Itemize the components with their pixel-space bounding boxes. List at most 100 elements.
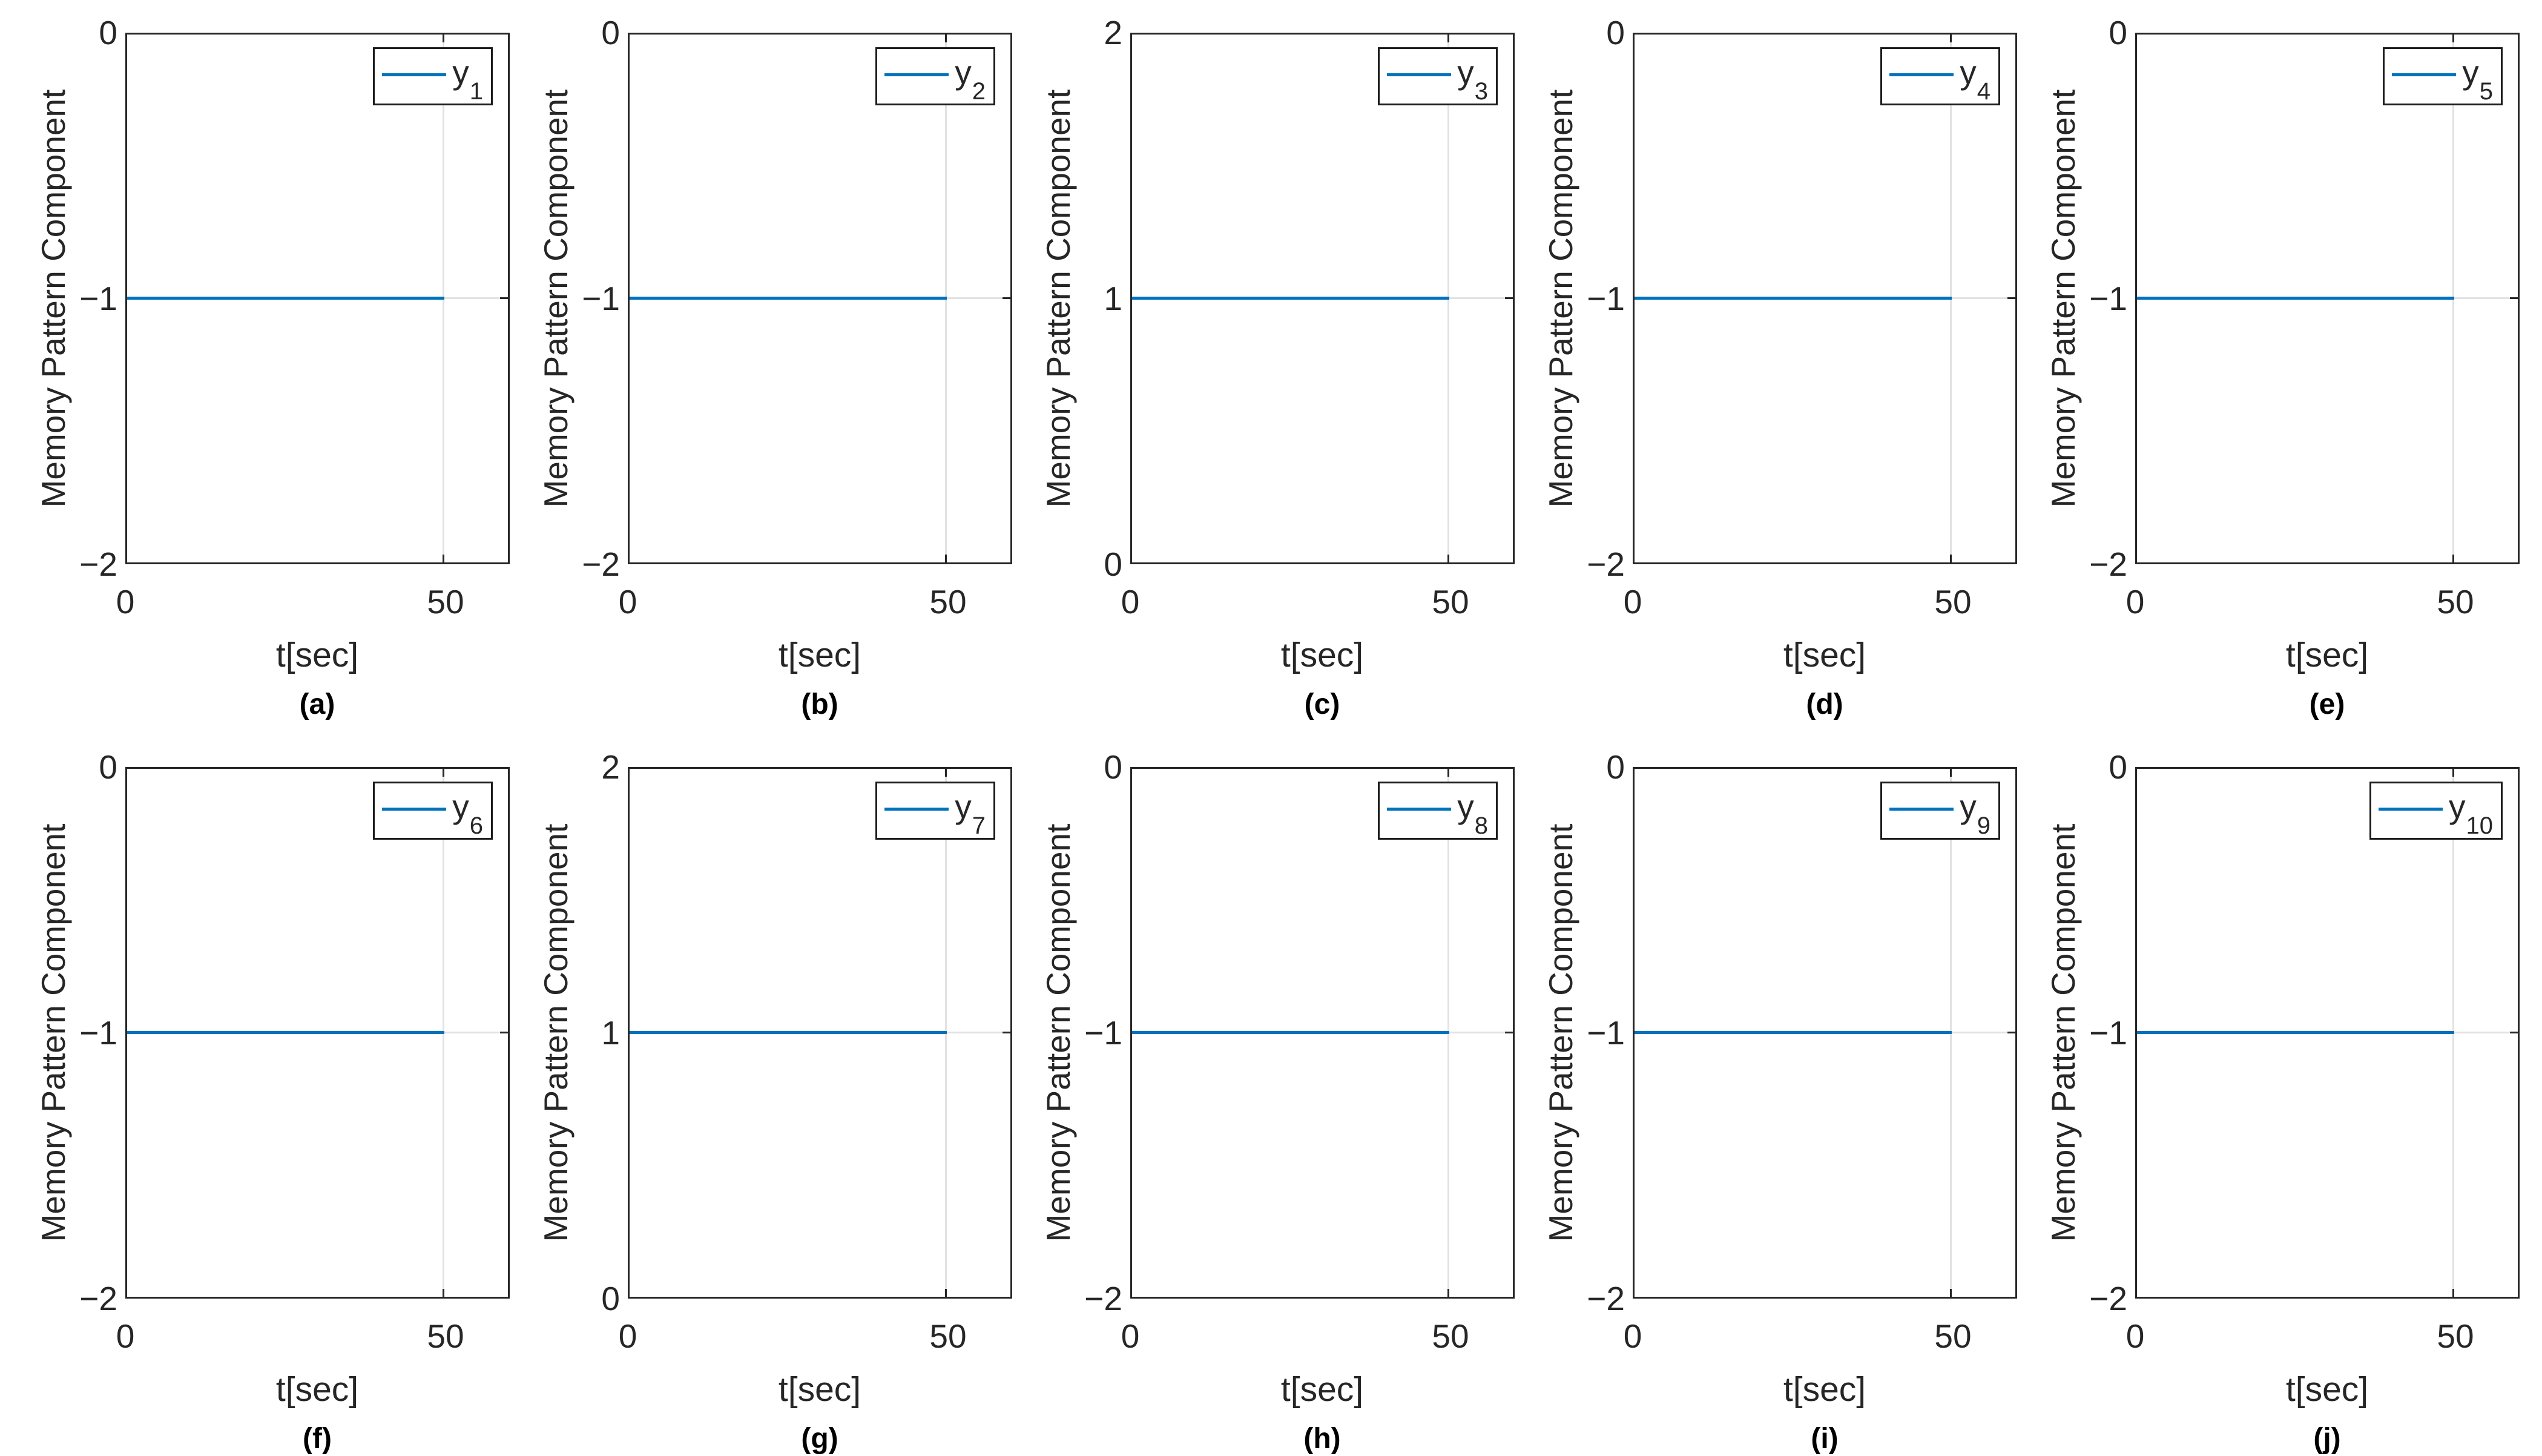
axis-tick-right — [500, 297, 508, 299]
legend-line-sample — [1387, 807, 1452, 811]
legend: y7 — [875, 782, 995, 840]
data-line — [1635, 1031, 1952, 1034]
y-tick-label: −1 — [2089, 1014, 2127, 1052]
legend-series-name: y — [955, 53, 972, 91]
y-tick-label: 0 — [601, 14, 620, 51]
x-tick-label: 50 — [2437, 1317, 2474, 1355]
plot-area: y10 — [2135, 767, 2520, 1299]
legend-line-sample — [2392, 73, 2457, 76]
x-tick-label: 50 — [2437, 583, 2474, 621]
y-tick-label: 0 — [1104, 748, 1122, 786]
legend: y2 — [875, 47, 995, 105]
axis-tick-bottom — [1950, 555, 1952, 562]
axis-tick-top — [443, 35, 444, 42]
y-tick-label: −2 — [582, 545, 620, 583]
axis-tick-right — [2007, 1032, 2015, 1033]
axis-tick-right — [1003, 297, 1010, 299]
subplot: Memory Pattern Component 0 −1 −2 y1 0 50… — [0, 0, 515, 720]
legend-line-sample — [884, 73, 949, 76]
legend: y8 — [1378, 782, 1498, 840]
data-line — [2137, 297, 2454, 300]
y-tick-label: −2 — [2089, 1280, 2127, 1317]
y-tick-label: 0 — [99, 14, 117, 51]
legend: y9 — [1880, 782, 2000, 840]
plot-area: y5 — [2135, 33, 2520, 564]
legend-series-name: y — [1457, 53, 1474, 91]
legend-label: y4 — [1960, 54, 1990, 104]
subplot-caption: (c) — [1304, 688, 1340, 720]
legend-label: y1 — [452, 54, 483, 104]
legend-series-subscript: 7 — [972, 812, 986, 839]
subplot-caption: (e) — [2309, 688, 2345, 720]
x-axis-label: t[sec] — [275, 636, 359, 674]
x-tick-label: 0 — [116, 1317, 135, 1355]
legend: y1 — [373, 47, 493, 105]
legend-line-sample — [1387, 73, 1452, 76]
y-tick-label: 1 — [601, 1014, 620, 1052]
subplot: Memory Pattern Component 2 1 0 y3 0 50 t… — [1005, 0, 1520, 720]
legend: y3 — [1378, 47, 1498, 105]
x-tick-label: 0 — [1121, 1317, 1140, 1355]
legend-label: y9 — [1960, 788, 1990, 838]
y-tick-label: 2 — [1104, 14, 1122, 51]
y-tick-label: −2 — [79, 1280, 117, 1317]
y-tick-label: 0 — [99, 748, 117, 786]
legend-label: y10 — [2449, 788, 2493, 838]
subplot-caption: (i) — [1811, 1423, 1839, 1455]
legend-series-subscript: 1 — [469, 78, 483, 105]
legend-line-sample — [2379, 807, 2443, 811]
legend-label: y3 — [1457, 53, 1488, 104]
y-tick-label: 0 — [1606, 748, 1625, 786]
axis-tick-right — [2510, 1032, 2518, 1033]
y-tick-label: −1 — [1587, 280, 1625, 317]
y-tick-label: 0 — [2109, 748, 2127, 786]
subplot: Memory Pattern Component 0 −1 −2 y4 0 50… — [1507, 0, 2022, 720]
x-axis-label: t[sec] — [1783, 636, 1866, 674]
y-tick-label: 0 — [1606, 14, 1625, 51]
x-axis-label: t[sec] — [2285, 636, 2369, 674]
legend-series-subscript: 5 — [2479, 78, 2493, 105]
legend-series-subscript: 10 — [2466, 812, 2494, 839]
y-tick-label: −1 — [2089, 280, 2127, 317]
subplot-caption: (a) — [299, 688, 335, 720]
x-tick-label: 0 — [116, 583, 135, 621]
legend-series-name: y — [452, 788, 469, 825]
subplot: Memory Pattern Component 0 −1 −2 y5 0 50… — [2010, 0, 2524, 720]
axis-tick-bottom — [945, 555, 947, 562]
legend-label: y5 — [2462, 54, 2493, 104]
axis-tick-right — [1505, 1032, 1513, 1033]
x-tick-label: 50 — [929, 583, 967, 621]
y-tick-label: 0 — [1104, 545, 1122, 583]
legend-label: y6 — [452, 788, 483, 838]
y-tick-label: −1 — [79, 1014, 117, 1052]
subplot-caption: (g) — [801, 1423, 838, 1455]
legend-series-subscript: 4 — [1977, 78, 1990, 105]
x-tick-label: 50 — [427, 583, 464, 621]
plot-area: y9 — [1633, 767, 2017, 1299]
plot-area: y3 — [1130, 33, 1515, 564]
subplot: Memory Pattern Component 0 −1 −2 y10 0 5… — [2010, 734, 2524, 1455]
axis-tick-bottom — [1950, 1289, 1952, 1297]
x-axis-label: t[sec] — [1280, 1370, 1364, 1409]
plot-area: y4 — [1633, 33, 2017, 564]
axis-tick-bottom — [443, 1289, 444, 1297]
legend-line-sample — [884, 807, 949, 811]
x-tick-label: 0 — [618, 1317, 637, 1355]
axis-tick-right — [1003, 1032, 1010, 1033]
axis-tick-top — [2452, 769, 2454, 777]
axis-tick-right — [1505, 297, 1513, 299]
data-line — [127, 1031, 444, 1034]
legend-line-sample — [382, 807, 447, 811]
plot-area: y1 — [125, 33, 510, 564]
legend-line-sample — [1889, 73, 1954, 76]
x-tick-label: 0 — [618, 583, 637, 621]
subplot-caption: (j) — [2313, 1423, 2341, 1455]
subplot: Memory Pattern Component 0 −1 −2 y6 0 50… — [0, 734, 515, 1455]
y-tick-label: −1 — [582, 280, 620, 317]
legend-series-subscript: 8 — [1474, 812, 1488, 839]
y-tick-label: −1 — [79, 280, 117, 317]
x-tick-label: 50 — [427, 1317, 464, 1355]
subplot-caption: (b) — [801, 688, 838, 720]
axis-tick-bottom — [2452, 1289, 2454, 1297]
subplot-caption: (f) — [303, 1423, 332, 1455]
